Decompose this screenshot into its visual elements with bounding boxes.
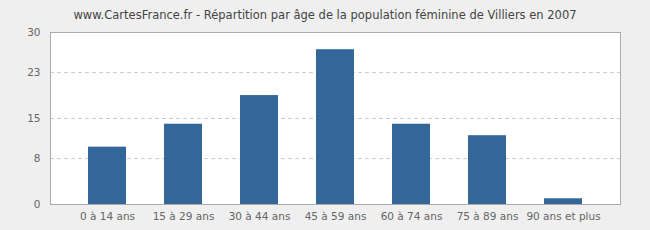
svg-text:30: 30: [27, 26, 40, 38]
svg-text:15: 15: [27, 112, 40, 124]
svg-text:0 à 14 ans: 0 à 14 ans: [80, 210, 135, 222]
svg-text:60 à 74 ans: 60 à 74 ans: [381, 210, 443, 222]
html-text:www.CartesFrance.fr - Répartit: www.CartesFrance.fr - Répartition par âg…: [73, 8, 577, 22]
svg-text:15 à 29 ans: 15 à 29 ans: [153, 210, 215, 222]
svg-text:45 à 59 ans: 45 à 59 ans: [305, 210, 367, 222]
svg-text:90 ans et plus: 90 ans et plus: [526, 210, 600, 222]
svg-text:30 à 44 ans: 30 à 44 ans: [229, 210, 291, 222]
svg-text:8: 8: [34, 152, 41, 164]
svg-text:0: 0: [34, 198, 41, 210]
svg-text:23: 23: [27, 66, 40, 78]
svg-text:75 à 89 ans: 75 à 89 ans: [457, 210, 519, 222]
